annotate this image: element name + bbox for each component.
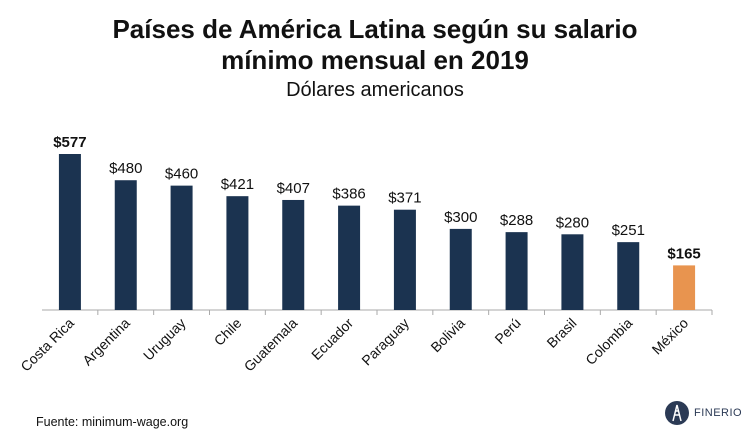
- x-tick-label-11: México: [649, 315, 692, 358]
- x-tick-label-7: Bolivia: [427, 315, 468, 356]
- data-label-4: $407: [277, 180, 310, 197]
- data-label-7: $300: [444, 209, 477, 226]
- chart-title-line-1: Países de América Latina según su salari…: [112, 14, 638, 44]
- bar-4: [282, 199, 305, 310]
- x-tick-label-3: Chile: [211, 315, 245, 349]
- data-label-9: $280: [556, 214, 589, 231]
- x-tick-label-2: Uruguay: [140, 315, 189, 364]
- x-tick-label-8: Perú: [491, 315, 523, 347]
- x-tick-label-5: Ecuador: [308, 315, 356, 363]
- bar-9: [561, 234, 584, 310]
- data-label-6: $371: [388, 190, 421, 207]
- chart-title: Países de América Latina según su salari…: [0, 14, 750, 76]
- data-label-10: $251: [612, 222, 645, 239]
- x-tick-label-1: Argentina: [79, 315, 133, 369]
- x-tick-label-6: Paraguay: [358, 315, 412, 369]
- brand-name: FINERIO: [694, 407, 743, 419]
- finerio-logo-icon: [665, 401, 689, 425]
- bar-6: [393, 209, 416, 310]
- bar-7: [449, 228, 472, 310]
- data-label-5: $386: [332, 186, 365, 203]
- data-label-3: $421: [221, 176, 254, 193]
- x-tick-label-4: Guatemala: [241, 315, 301, 375]
- bar-11: [673, 265, 696, 310]
- bar-1: [114, 180, 137, 310]
- data-label-8: $288: [500, 212, 533, 229]
- source-note: Fuente: minimum-wage.org: [36, 415, 189, 429]
- bar-2: [170, 185, 193, 310]
- bar-chart: $577 Costa Rica $480 Argentina $460 Uruguay $4…: [17, 134, 713, 375]
- bar-8: [505, 232, 528, 310]
- x-tick-label-10: Colombia: [582, 315, 635, 368]
- bar-5: [338, 205, 361, 310]
- brand-logo: FINERIO: [664, 400, 742, 426]
- chart-title-line-2: mínimo mensual en 2019: [221, 45, 529, 75]
- bar-0: [58, 154, 81, 310]
- bar-10: [617, 242, 640, 310]
- data-label-0: $577: [53, 134, 86, 151]
- data-label-2: $460: [165, 166, 198, 183]
- x-tick-label-0: Costa Rica: [17, 315, 77, 375]
- data-label-11: $165: [667, 245, 700, 262]
- x-tick-label-9: Brasil: [543, 315, 579, 351]
- bar-3: [226, 196, 249, 310]
- chart-subtitle: Dólares americanos: [286, 79, 464, 101]
- data-label-1: $480: [109, 160, 142, 177]
